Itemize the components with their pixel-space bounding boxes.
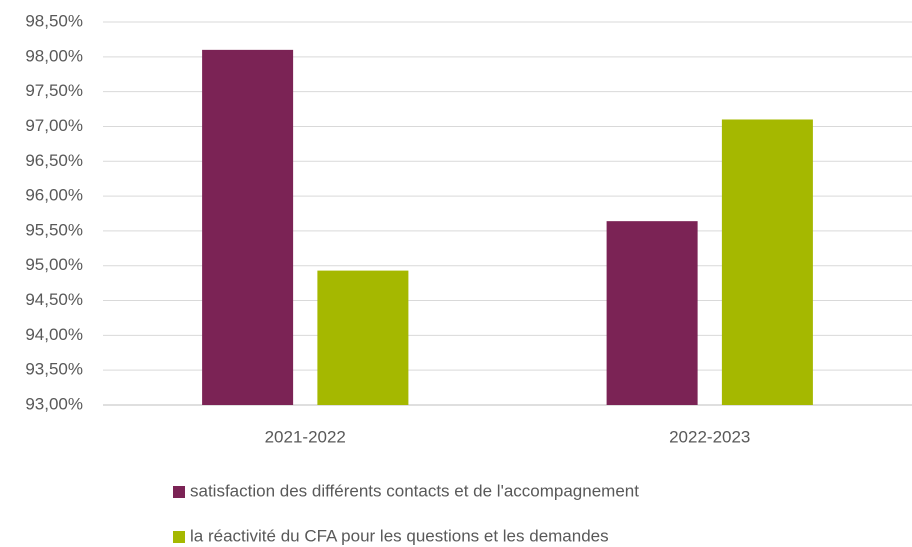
y-tick-label: 98,50%: [25, 11, 83, 30]
bar: [721, 119, 813, 405]
y-tick-label: 93,00%: [25, 394, 83, 413]
x-tick-label: 2022-2023: [669, 427, 750, 446]
legend-swatch: [173, 486, 185, 498]
legend-label: satisfaction des différents contacts et …: [190, 481, 639, 500]
y-tick-label: 95,50%: [25, 220, 83, 239]
y-tick-label: 94,50%: [25, 290, 83, 309]
y-tick-label: 97,00%: [25, 116, 83, 135]
y-tick-label: 96,00%: [25, 186, 83, 205]
y-tick-label: 97,50%: [25, 81, 83, 100]
y-tick-label: 98,00%: [25, 46, 83, 65]
y-tick-label: 96,50%: [25, 151, 83, 170]
y-tick-label: 94,00%: [25, 325, 83, 344]
x-tick-label: 2021-2022: [265, 427, 346, 446]
y-tick-label: 93,50%: [25, 360, 83, 379]
bar: [606, 221, 698, 405]
y-tick-label: 95,00%: [25, 255, 83, 274]
legend-label: la réactivité du CFA pour les questions …: [190, 526, 609, 545]
bar: [202, 49, 294, 405]
legend-swatch: [173, 531, 185, 543]
bar: [317, 270, 409, 405]
